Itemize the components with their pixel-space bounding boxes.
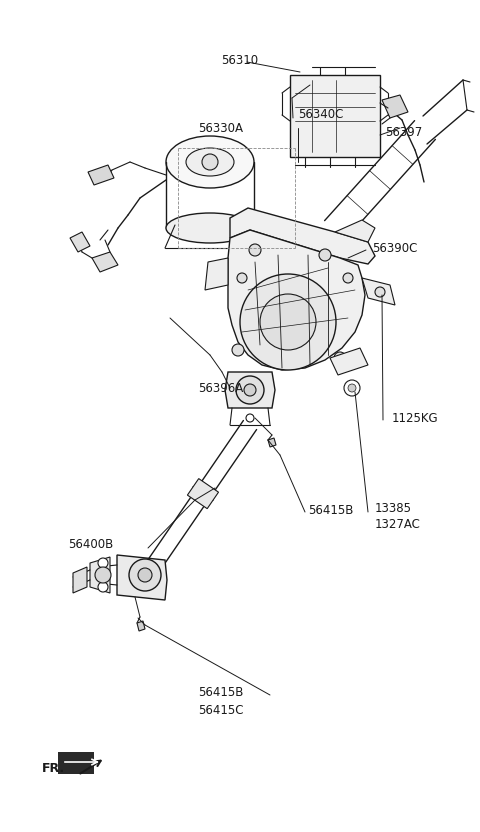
Text: 56396A: 56396A [198, 382, 243, 394]
Polygon shape [70, 232, 90, 252]
Ellipse shape [186, 148, 234, 176]
Circle shape [319, 249, 331, 261]
Text: 56415B: 56415B [308, 503, 353, 517]
Polygon shape [225, 372, 275, 408]
Polygon shape [362, 278, 395, 305]
Polygon shape [88, 165, 114, 185]
Polygon shape [230, 208, 375, 264]
Circle shape [375, 287, 385, 297]
Ellipse shape [166, 136, 254, 188]
Text: FR.: FR. [42, 761, 65, 775]
Circle shape [343, 273, 353, 283]
Text: 56415B: 56415B [198, 686, 243, 699]
Text: 56397: 56397 [385, 126, 422, 138]
Polygon shape [335, 220, 375, 242]
Bar [290, 75, 380, 157]
Polygon shape [330, 348, 368, 375]
Polygon shape [117, 555, 167, 600]
Polygon shape [205, 258, 228, 290]
Text: 56340C: 56340C [298, 107, 343, 121]
Text: 56415C: 56415C [198, 704, 243, 716]
Polygon shape [382, 95, 408, 118]
Polygon shape [228, 230, 365, 370]
Text: 56390C: 56390C [372, 241, 418, 255]
Circle shape [138, 568, 152, 582]
Circle shape [246, 414, 254, 422]
Circle shape [236, 376, 264, 404]
Circle shape [95, 567, 111, 583]
Circle shape [98, 582, 108, 592]
Circle shape [249, 244, 261, 256]
Circle shape [244, 384, 256, 396]
Text: 56310: 56310 [221, 53, 259, 67]
Text: 56400B: 56400B [68, 538, 113, 552]
Circle shape [344, 380, 360, 396]
Polygon shape [268, 438, 276, 447]
Ellipse shape [166, 213, 254, 243]
Circle shape [334, 352, 346, 364]
Polygon shape [92, 252, 118, 272]
Polygon shape [187, 478, 218, 508]
Circle shape [260, 294, 316, 350]
Circle shape [202, 154, 218, 170]
Text: 1125KG: 1125KG [392, 412, 439, 424]
Circle shape [237, 273, 247, 283]
Polygon shape [73, 567, 87, 593]
Circle shape [129, 559, 161, 591]
Circle shape [98, 558, 108, 568]
Circle shape [232, 344, 244, 356]
Polygon shape [137, 621, 145, 631]
Text: 56330A: 56330A [198, 121, 243, 135]
Circle shape [240, 274, 336, 370]
Polygon shape [90, 557, 110, 593]
Text: 1327AC: 1327AC [375, 518, 421, 532]
Text: 13385: 13385 [375, 502, 412, 514]
Circle shape [348, 384, 356, 392]
Bar [58, 752, 94, 774]
